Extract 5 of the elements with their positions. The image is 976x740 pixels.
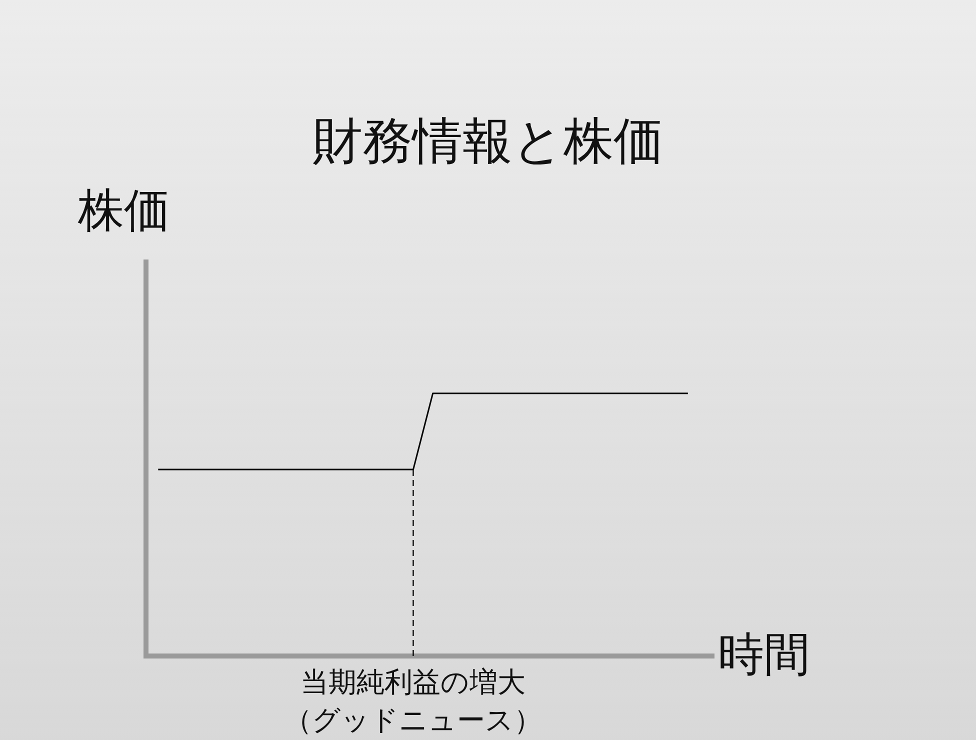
y-axis-title: 株価: [78, 182, 170, 239]
text: （グッドニュース）: [284, 703, 542, 736]
x-axis-title: 時間: [718, 626, 810, 683]
chart-title: 財務情報と株価: [312, 111, 664, 172]
text: 当期純利益の増大: [300, 665, 526, 698]
